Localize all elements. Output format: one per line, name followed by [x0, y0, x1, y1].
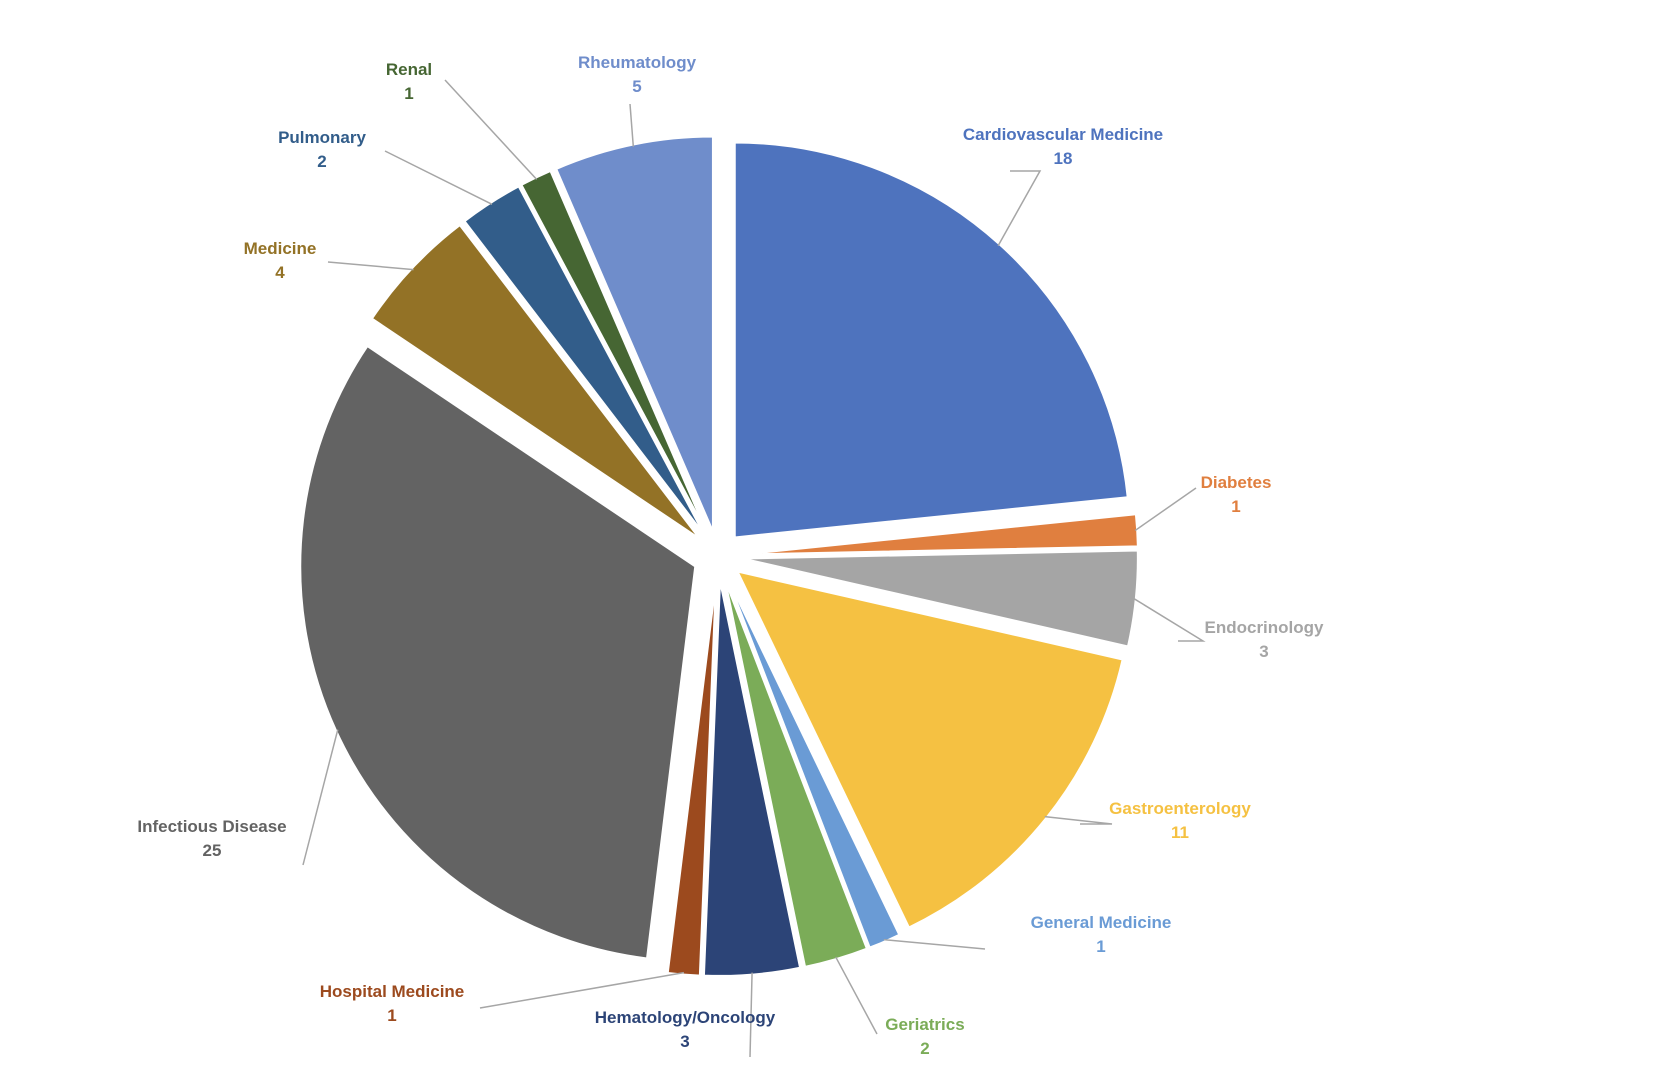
data-label-category: Gastroenterology	[1109, 799, 1251, 818]
data-label-value: 5	[632, 77, 641, 96]
data-label-category: Diabetes	[1201, 473, 1272, 492]
data-label-value: 18	[1054, 149, 1073, 168]
pie-slice-infectious-disease	[299, 344, 697, 960]
leader-line	[1044, 815, 1113, 825]
leader-line	[749, 972, 753, 1058]
leader-lines-layer	[302, 79, 1206, 1058]
data-label-value: 3	[1259, 642, 1268, 661]
data-labels-layer: Cardiovascular Medicine 18 Diabetes 1 Endocr…	[137, 53, 1324, 1058]
data-label-value: 2	[317, 152, 326, 171]
leader-line	[302, 729, 339, 866]
data-label-value: 1	[404, 84, 413, 103]
pie-slice-diabetes	[742, 513, 1139, 556]
data-label-value: 4	[275, 263, 285, 282]
leader-line	[1133, 597, 1206, 642]
data-label-category: Medicine	[244, 239, 317, 258]
data-label-value: 1	[1231, 497, 1240, 516]
data-label-value: 1	[387, 1006, 396, 1025]
data-label-value: 2	[920, 1039, 929, 1058]
slices-layer	[299, 135, 1139, 977]
pie-slice-cardiovascular-medicine	[733, 141, 1129, 539]
data-label-category: Geriatrics	[885, 1015, 964, 1034]
pie-slice-general-medicine	[726, 578, 901, 949]
data-label-category: Endocrinology	[1205, 618, 1325, 637]
data-label-category: Rheumatology	[578, 53, 697, 72]
leader-line	[479, 971, 685, 1009]
pie-slice-pulmonary	[463, 185, 706, 536]
data-label-category: Hospital Medicine	[320, 982, 465, 1001]
pie-slice-medicine	[370, 223, 701, 540]
pie-slice-endocrinology	[742, 549, 1139, 648]
pie-slice-gastroenterology	[735, 570, 1124, 929]
leader-line	[1134, 487, 1197, 532]
data-label-category: Pulmonary	[278, 128, 366, 147]
data-label-value: 11	[1171, 823, 1189, 842]
leader-line	[997, 170, 1042, 247]
data-label-category: Hematology/Oncology	[595, 1008, 776, 1027]
data-label-category: Cardiovascular Medicine	[963, 125, 1163, 144]
data-label-category: Renal	[386, 60, 432, 79]
leader-line	[835, 956, 878, 1035]
data-label-value: 1	[1096, 937, 1105, 956]
data-label-value: 25	[203, 841, 222, 860]
data-label-category: General Medicine	[1031, 913, 1172, 932]
leader-line	[327, 261, 414, 271]
pie-slice-hospital-medicine	[666, 580, 717, 977]
data-label-value: 3	[680, 1032, 689, 1051]
leader-line	[384, 150, 493, 206]
data-label-category: Infectious Disease	[137, 817, 286, 836]
leader-line	[883, 938, 986, 950]
leader-line	[444, 79, 538, 180]
leader-line	[629, 103, 635, 147]
